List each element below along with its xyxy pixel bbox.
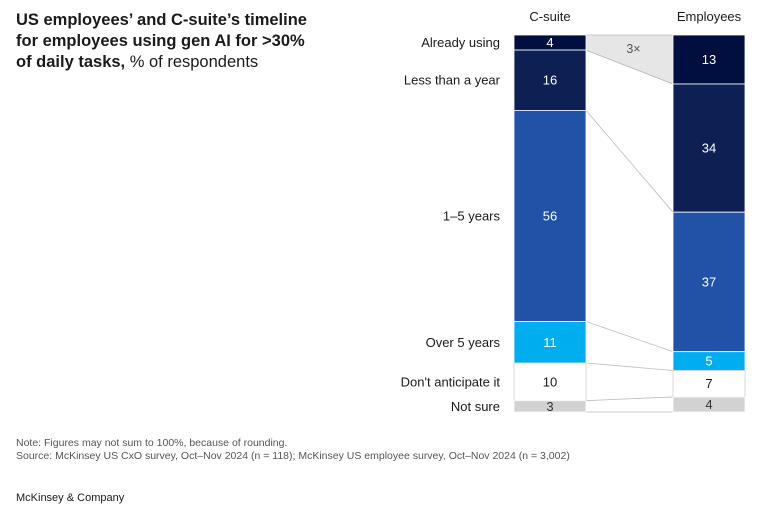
connector-line-1-5-years <box>585 110 674 213</box>
source-text: Source: McKinsey US CxO survey, Oct–Nov … <box>16 450 570 462</box>
bar-employees-1-5-years <box>672 211 746 353</box>
row-label-not-sure: Not sure <box>451 399 500 414</box>
connector-line-not-sure <box>585 396 674 402</box>
data-label-employees-not-sure: 4 <box>705 397 712 412</box>
connector-line-don-t-anticipate-it <box>585 362 674 371</box>
column-header-c-suite: C-suite <box>529 9 570 24</box>
data-label-employees-1-5-years: 37 <box>702 274 716 289</box>
row-label-1-5-years: 1–5 years <box>443 208 501 223</box>
row-label-don-t-anticipate-it: Don't anticipate it <box>401 374 501 389</box>
connector-line-less-than-a-year <box>585 49 674 85</box>
row-label-already-using: Already using <box>421 35 500 50</box>
data-label-c-suite-over-5-years: 11 <box>543 335 557 350</box>
data-label-c-suite-not-sure: 3 <box>546 399 553 414</box>
chart-title-main: US employees’ and C-suite’s timeline for… <box>16 11 307 71</box>
bar-employees-not-sure <box>672 396 746 413</box>
bar-employees-already-using <box>672 34 746 85</box>
data-label-employees-don-t-anticipate-it: 7 <box>705 376 712 391</box>
column-header-employees: Employees <box>677 9 742 24</box>
row-label-over-5-years: Over 5 years <box>426 335 501 350</box>
data-label-employees-over-5-years: 5 <box>705 354 712 369</box>
data-label-c-suite-don-t-anticipate-it: 10 <box>543 374 557 389</box>
data-label-c-suite-1-5-years: 56 <box>543 208 557 223</box>
bar-employees-less-than-a-year <box>672 83 746 213</box>
row-label-less-than-a-year: Less than a year <box>404 73 501 88</box>
bar-c-suite-over-5-years <box>513 321 587 364</box>
chart-footnote: Note: Figures may not sum to 100%, becau… <box>16 437 570 463</box>
brand-logo-text: McKinsey & Company <box>16 492 125 504</box>
bar-c-suite-less-than-a-year <box>513 49 587 111</box>
bar-employees-don-t-anticipate-it <box>672 370 746 398</box>
bar-c-suite-not-sure <box>513 400 587 413</box>
data-label-c-suite-already-using: 4 <box>546 35 553 50</box>
bar-c-suite-1-5-years <box>513 110 587 322</box>
data-label-c-suite-less-than-a-year: 16 <box>543 73 557 88</box>
data-label-employees-already-using: 13 <box>702 52 716 67</box>
note-text: Note: Figures may not sum to 100%, becau… <box>16 437 288 449</box>
chart-title-unit: % of respondents <box>129 53 259 71</box>
data-label-employees-less-than-a-year: 34 <box>702 141 716 156</box>
annotation-multiplier-3x: 3× <box>626 42 640 56</box>
chart-title: US employees’ and C-suite’s timeline for… <box>16 10 316 73</box>
bar-c-suite-don-t-anticipate-it <box>513 362 587 402</box>
connector-line-over-5-years <box>585 321 674 353</box>
